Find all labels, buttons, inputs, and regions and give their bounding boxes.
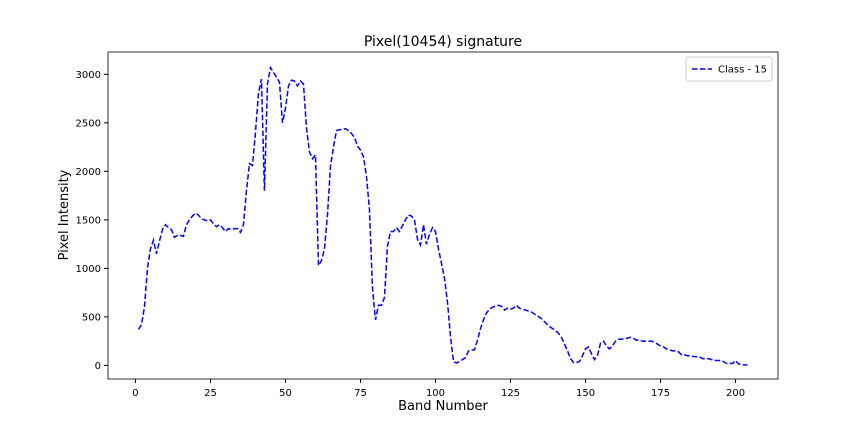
x-tick-label: 150 [576, 388, 595, 399]
y-tick-label: 1000 [76, 264, 101, 275]
x-tick-label: 25 [204, 388, 217, 399]
x-tick-label: 200 [726, 388, 745, 399]
y-tick-label: 0 [95, 361, 101, 372]
y-tick-label: 2500 [76, 118, 101, 129]
y-tick-label: 2000 [76, 167, 101, 178]
y-axis-label: Pixel Intensity [57, 169, 72, 260]
y-tick-label: 3000 [76, 70, 101, 81]
x-tick-label: 75 [354, 388, 367, 399]
legend-box [685, 56, 773, 82]
x-axis-label: Band Number [398, 399, 488, 414]
legend-label: Class - 15 [718, 65, 767, 76]
x-tick-label: 50 [279, 388, 292, 399]
x-tick-label: 125 [501, 388, 520, 399]
plot-frame [107, 51, 779, 380]
x-tick-label: 175 [651, 388, 670, 399]
y-tick-label: 500 [82, 312, 101, 323]
data-line [137, 65, 748, 366]
chart-title: Pixel(10454) signature [364, 34, 522, 50]
x-tick-label: 0 [132, 388, 138, 399]
x-tick-label: 100 [426, 388, 445, 399]
y-tick-label: 1500 [76, 215, 101, 226]
